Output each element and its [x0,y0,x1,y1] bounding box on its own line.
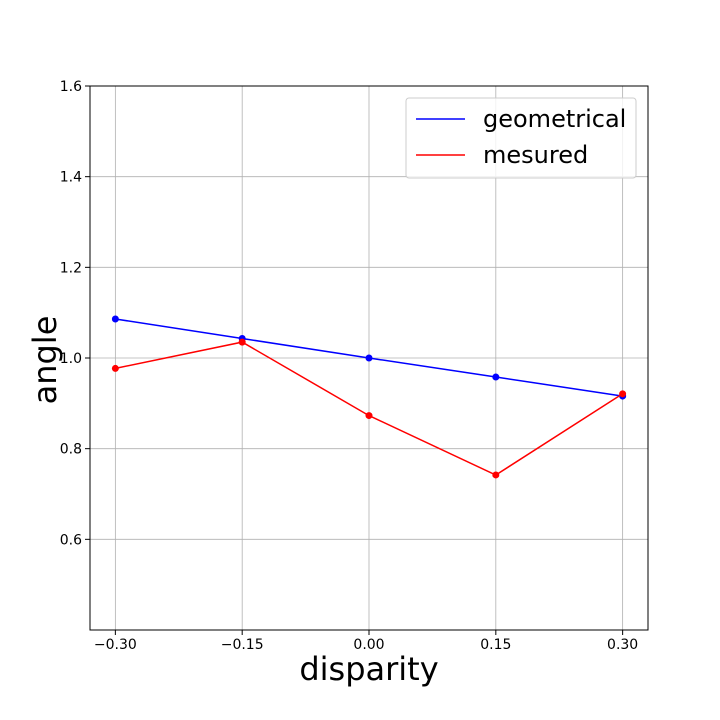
x-tick-label: −0.30 [94,637,137,653]
data-point [492,471,500,479]
series-mesured [111,338,627,479]
x-axis-title: disparity [299,650,438,688]
data-point [111,315,119,323]
x-tick-label: −0.15 [221,637,264,653]
y-tick-label: 1.6 [60,79,82,95]
legend-label: geometrical [483,105,626,133]
y-tick-label: 0.8 [60,442,82,458]
series-layer [111,315,627,479]
x-tick-label: 0.00 [353,637,384,653]
legend-box [405,97,637,179]
data-point [111,364,119,372]
ticks: −0.30 −0.15 0.00 0.15 0.30 0.6 0.8 1.0 1.2 1.4 1.6 [60,79,638,653]
data-point [365,354,373,362]
x-tick-label: 0.30 [607,637,638,653]
y-tick-label: 1.0 [60,351,82,367]
x-tick-label: 0.15 [480,637,511,653]
legend-label: mesured [483,141,588,169]
data-point [238,338,246,346]
series-geometrical [111,315,627,400]
y-tick-label: 1.2 [60,260,82,276]
legend: geometrical mesured [405,97,637,179]
y-axis-title: angle [26,316,64,405]
data-point [619,390,627,398]
data-point [365,412,373,420]
y-tick-label: 0.6 [60,532,82,548]
y-tick-label: 1.4 [60,170,82,186]
data-point [492,373,500,381]
